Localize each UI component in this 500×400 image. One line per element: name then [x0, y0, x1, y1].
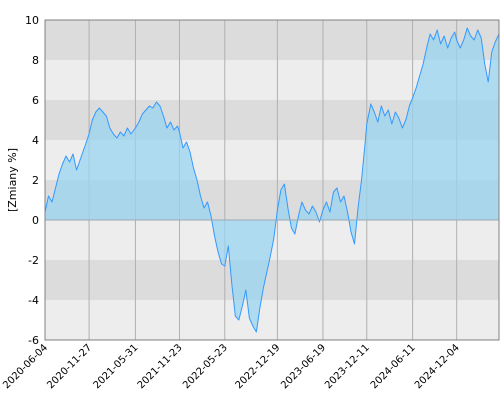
- x-tick-label: 2020-06-04: [1, 342, 50, 391]
- y-tick-label: 10: [25, 14, 39, 27]
- band-8-to-10: [45, 20, 499, 60]
- area-fill: [45, 28, 499, 332]
- x-tick-label: 2021-05-31: [92, 342, 141, 391]
- x-tick-label: 2024-06-11: [369, 342, 418, 391]
- area-fill-path: [45, 28, 499, 332]
- y-tick-label: 8: [32, 54, 39, 67]
- y-tick-label: 0: [32, 214, 39, 227]
- y-tick-label: -2: [28, 254, 39, 267]
- y-tick-labels: -6 -4 -2 0 2 4 6 8 10: [25, 14, 39, 347]
- y-tick-label: -6: [28, 334, 39, 347]
- band--6-to--4: [45, 300, 499, 340]
- x-tick-label: 2024-12-04: [413, 342, 462, 391]
- y-tick-label: -4: [28, 294, 39, 307]
- axes: [44, 19, 500, 341]
- x-tick-label: 2022-12-19: [234, 342, 283, 391]
- plot-frame: [44, 19, 500, 341]
- y-axis-label: [Zmiany %]: [6, 148, 19, 212]
- y-tick-label: 6: [32, 94, 39, 107]
- y-tick-label: 2: [32, 174, 39, 187]
- series-line: [44, 27, 500, 333]
- y-tick-label: 4: [32, 134, 39, 147]
- x-tick-label: 2022-05-23: [181, 342, 230, 391]
- series-line-path: [44, 27, 500, 333]
- x-tick-labels: 2020-06-042020-11-272021-05-312021-11-23…: [1, 342, 462, 391]
- x-tick-label: 2021-11-23: [136, 342, 185, 391]
- x-tick-label: 2020-11-27: [45, 342, 94, 391]
- band--4-to--2: [45, 260, 499, 300]
- x-tick-label: 2023-06-19: [279, 342, 328, 391]
- x-tick-label: 2023-12-11: [323, 342, 372, 391]
